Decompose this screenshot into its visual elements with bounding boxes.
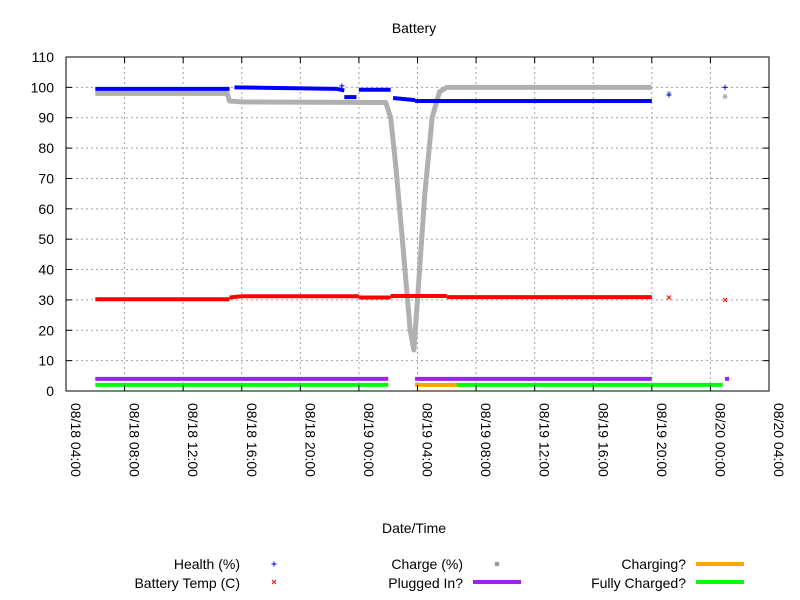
x-tick-label: 08/18 12:00 [185, 403, 201, 477]
x-tick-label: 08/18 16:00 [244, 403, 260, 477]
y-tick-label: 20 [38, 322, 54, 338]
health-segment [234, 85, 337, 91]
legend: Health (%) Battery Temp (C) Charge (%) Plug… [134, 556, 744, 591]
y-tick-label: 110 [32, 49, 55, 65]
y-tick-label: 50 [38, 231, 54, 247]
y-tick-label: 90 [38, 110, 54, 126]
chart-title: Battery [392, 20, 436, 36]
legend-item-charging: Charging? [621, 556, 744, 572]
x-tick-label: 08/20 00:00 [712, 403, 728, 477]
health-segment [336, 86, 345, 93]
legend-item-fully-charged: Fully Charged? [591, 575, 744, 591]
legend-marker [271, 579, 277, 585]
legend-label: Battery Temp (C) [134, 575, 240, 591]
grid-lines [66, 57, 769, 391]
x-tick-label: 08/19 12:00 [537, 403, 553, 477]
x-tick-label: 08/19 08:00 [478, 403, 494, 477]
legend-item-health: Health (%) [174, 556, 277, 572]
legend-item-plugged-in: Plugged In? [388, 575, 521, 591]
plot-area [95, 83, 730, 387]
charge-point [722, 93, 728, 99]
y-tick-label: 60 [38, 201, 54, 217]
axis-ticks [65, 56, 770, 392]
x-tick-label: 08/19 04:00 [420, 403, 436, 477]
legend-label: Health (%) [174, 556, 240, 572]
legend-label: Plugged In? [388, 575, 463, 591]
x-tick-label: 08/20 04:00 [771, 403, 787, 477]
y-tick-label: 0 [46, 383, 54, 399]
x-tick-label: 08/19 00:00 [361, 403, 377, 477]
x-tick-label: 08/18 20:00 [302, 403, 318, 477]
y-tick-label: 70 [38, 170, 54, 186]
health-series [95, 83, 728, 104]
y-tick-label: 80 [38, 140, 54, 156]
battery-temp-c-series [95, 293, 728, 303]
battery-temp-c-segment [229, 294, 242, 300]
legend-item-battery-temp-c: Battery Temp (C) [134, 575, 277, 591]
health-segment [392, 96, 416, 103]
legend-item-charge: Charge (%) [391, 556, 500, 572]
x-tick-label: 08/19 20:00 [654, 403, 670, 477]
y-tick-label: 100 [31, 79, 55, 95]
battery-temp-c-point [722, 297, 728, 303]
battery-temp-c-point [666, 295, 672, 300]
health-point [722, 84, 728, 90]
legend-marker [494, 561, 500, 567]
legend-label: Charging? [621, 556, 686, 572]
health-point [666, 92, 672, 98]
x-tick-label: 08/18 08:00 [127, 403, 143, 477]
x-tick-labels: 08/18 04:00 08/18 08:00 08/18 12:00 08/18 1… [68, 403, 787, 477]
charge-series [95, 84, 728, 353]
legend-marker [271, 561, 277, 567]
legend-label: Charge (%) [391, 556, 463, 572]
x-tick-label: 08/19 16:00 [595, 403, 611, 477]
y-tick-label: 10 [38, 353, 54, 369]
x-tick-label: 08/18 04:00 [68, 403, 84, 477]
health-point [339, 83, 345, 89]
y-tick-label: 30 [38, 292, 54, 308]
charge-curve [95, 84, 652, 353]
x-axis-label: Date/Time [382, 520, 446, 536]
legend-label: Fully Charged? [591, 575, 686, 591]
y-tick-labels: 0 10 20 30 40 50 60 70 80 90 100 110 [31, 49, 55, 399]
y-tick-label: 40 [38, 262, 54, 278]
